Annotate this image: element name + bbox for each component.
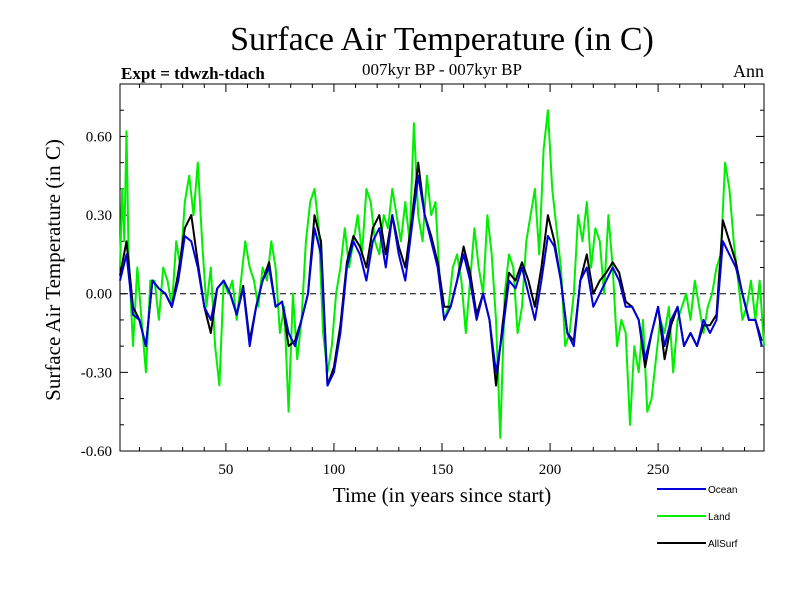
chart-subtitle: 007kyr BP - 007kyr BP (362, 60, 522, 79)
x-axis-label: Time (in years since start) (333, 483, 552, 507)
series-line-land (119, 109, 765, 439)
legend-label-land: Land (708, 512, 730, 523)
y-tick-label: 0.30 (86, 208, 112, 224)
y-axis-label: Surface Air Temperature (in C) (41, 139, 65, 401)
legend-entry-land: Land (657, 512, 730, 523)
axis-ticks: 50 100 150 200 250 -0.60 -0.30 0.00 0.30 0.60 (81, 84, 764, 478)
legend-label-allsurf: AllSurf (708, 539, 738, 550)
legend-entry-ocean: Ocean (657, 485, 737, 496)
legend-label-ocean: Ocean (708, 485, 737, 496)
y-tick-label: -0.60 (81, 444, 112, 460)
y-tick-label: -0.30 (81, 365, 112, 381)
x-tick-label: 150 (431, 462, 454, 478)
series-line-ocean (119, 174, 763, 387)
series-layer (119, 109, 765, 439)
season-label: Ann (733, 61, 764, 81)
y-tick-label: 0.60 (86, 129, 112, 145)
chart-title: Surface Air Temperature (in C) (230, 21, 654, 58)
legend: Ocean Land AllSurf (657, 485, 738, 550)
x-tick-label: 100 (323, 462, 346, 478)
experiment-label: Expt = tdwzh-tdach (121, 64, 265, 83)
x-tick-label: 250 (647, 462, 670, 478)
x-tick-label: 50 (218, 462, 233, 478)
legend-entry-allsurf: AllSurf (657, 539, 738, 550)
x-tick-label: 200 (539, 462, 562, 478)
plot-frame (119, 83, 765, 452)
y-tick-label: 0.00 (86, 287, 112, 303)
